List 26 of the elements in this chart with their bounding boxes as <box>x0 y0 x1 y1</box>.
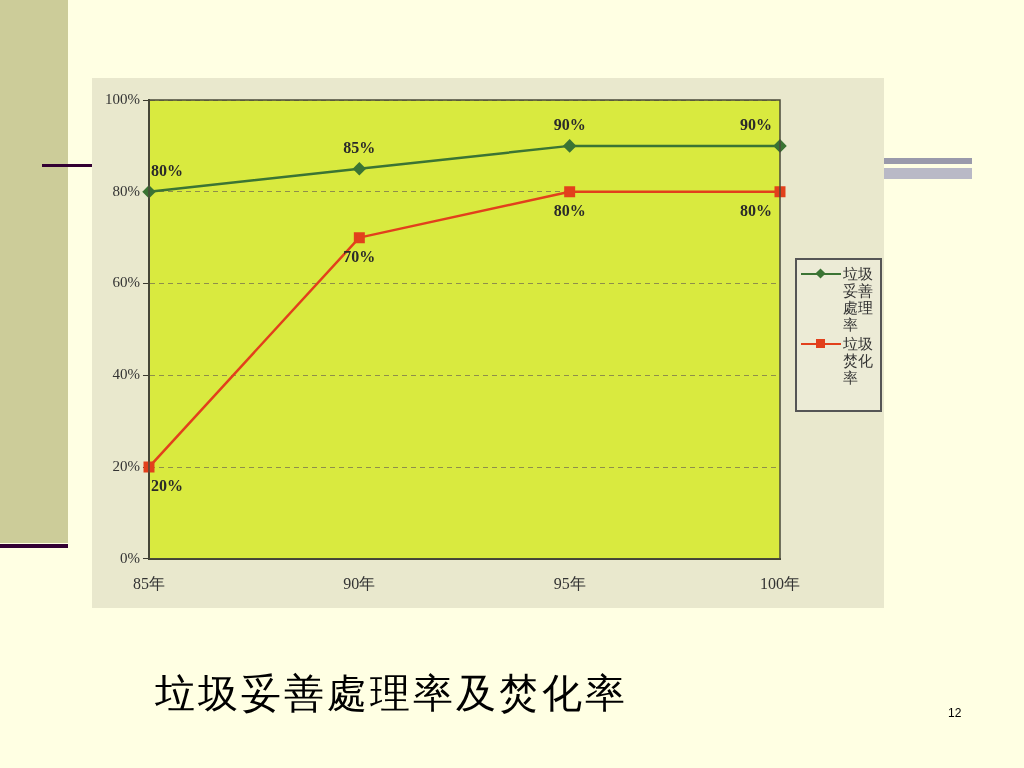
text: 垃圾妥善處理率及焚化率 <box>155 670 628 718</box>
x-tick-label: 100年 <box>760 574 800 592</box>
x-tick-label: 90年 <box>343 574 376 592</box>
data-label: 90% <box>740 116 772 134</box>
point <box>563 139 576 153</box>
data-label: 85% <box>343 138 376 156</box>
data-label: 70% <box>343 247 376 265</box>
data-label: 80% <box>553 201 586 219</box>
point <box>564 186 576 198</box>
data-label: 80% <box>740 201 772 219</box>
data-label: 20% <box>151 477 183 495</box>
y-tick-label: 20% <box>112 457 140 474</box>
x-tick-label: 95年 <box>553 574 586 592</box>
data-label: 90% <box>553 116 586 134</box>
text: 12 <box>948 706 962 720</box>
point <box>353 162 366 176</box>
y-tick-label: 40% <box>112 366 140 383</box>
y-tick-label: 0% <box>120 549 140 566</box>
legend-label: 垃圾焚化率 <box>843 336 874 387</box>
y-tick-label: 100% <box>105 90 140 107</box>
point <box>353 232 365 244</box>
legend-label: 垃圾妥善處理率 <box>843 266 874 334</box>
x-tick-label: 85年 <box>133 574 165 592</box>
y-tick-label: 80% <box>112 182 140 199</box>
y-tick-label: 60% <box>112 274 140 291</box>
data-label: 80% <box>151 161 183 179</box>
